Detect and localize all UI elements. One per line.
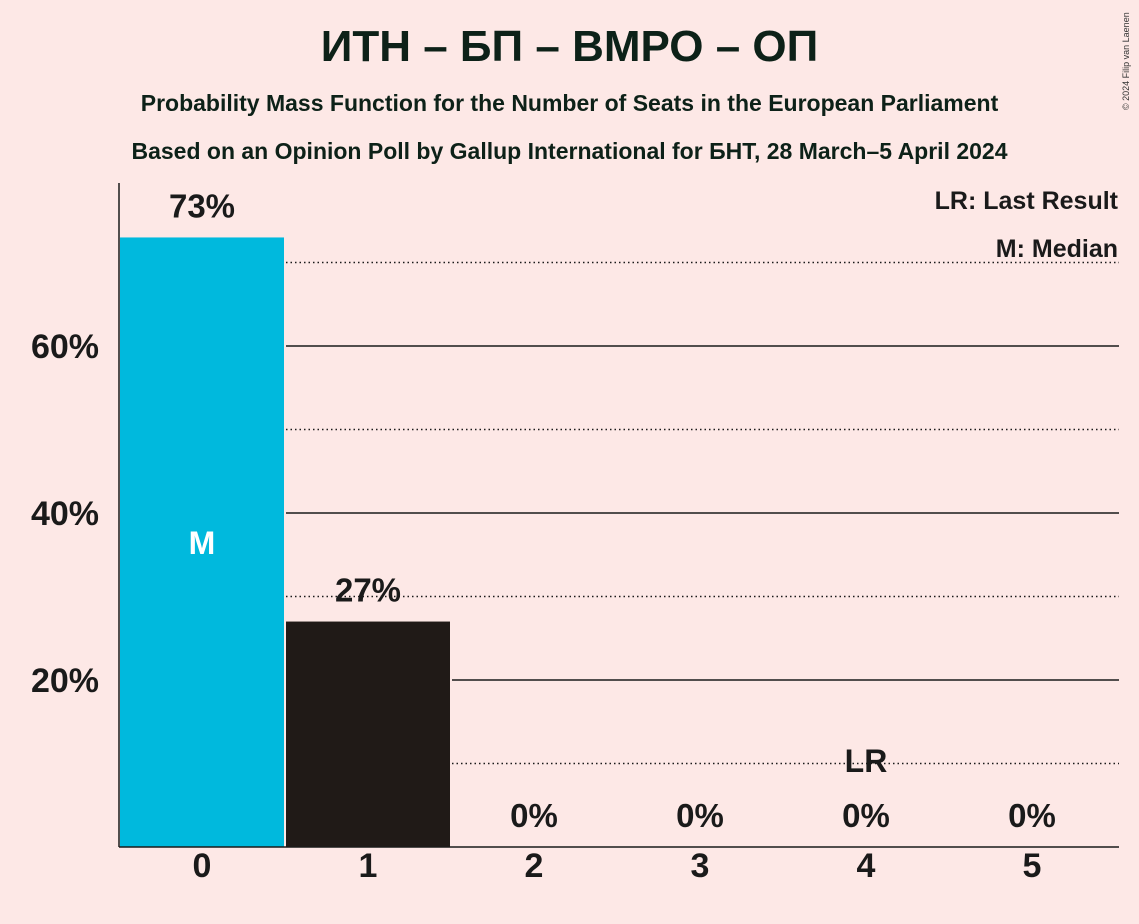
legend-entry: LR: Last Result	[935, 187, 1119, 215]
x-tick-label: 1	[359, 847, 378, 885]
x-tick-label: 5	[1023, 847, 1042, 885]
y-tick-label: 20%	[31, 662, 99, 700]
legend-entry: M: Median	[996, 235, 1118, 263]
data-label: 0%	[510, 797, 558, 834]
chart-source-line: Based on an Opinion Poll by Gallup Inter…	[131, 138, 1008, 164]
data-label: 73%	[169, 187, 235, 224]
data-label: 0%	[1008, 797, 1056, 834]
data-label: 0%	[676, 797, 724, 834]
data-label: 27%	[335, 572, 401, 609]
x-tick-label: 4	[857, 847, 876, 885]
median-marker: M	[189, 525, 216, 561]
chart-title: ИТН – БП – ВМРО – ОП	[320, 22, 819, 71]
x-tick-label: 0	[193, 847, 212, 885]
bar	[120, 237, 284, 847]
bar	[286, 621, 450, 847]
x-tick-label: 2	[525, 847, 544, 885]
y-tick-label: 60%	[31, 328, 99, 366]
last-result-marker: LR	[845, 743, 888, 779]
chart-subtitle: Probability Mass Function for the Number…	[140, 90, 999, 116]
y-tick-label: 40%	[31, 495, 99, 533]
data-label: 0%	[842, 797, 890, 834]
x-tick-label: 3	[691, 847, 710, 885]
